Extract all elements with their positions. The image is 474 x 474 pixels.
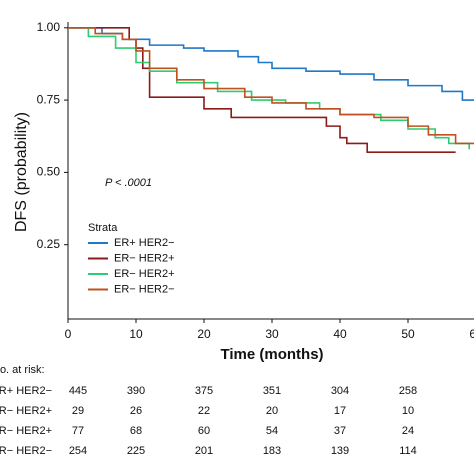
- legend-label: ER+ HER2−: [114, 237, 175, 249]
- risk-count: 20: [266, 405, 278, 417]
- risk-row-label: ER− HER2+: [0, 425, 52, 437]
- risk-count: 22: [198, 405, 210, 417]
- risk-count: 26: [130, 405, 142, 417]
- y-tick-label: 0.75: [37, 92, 61, 106]
- risk-count: 390: [127, 385, 145, 397]
- annotation: P < .0001: [105, 177, 152, 189]
- risk-count: 54: [266, 425, 278, 437]
- y-axis-label: DFS (probability): [13, 112, 30, 232]
- x-tick-label: 40: [333, 327, 347, 341]
- risk-count: 37: [334, 425, 346, 437]
- risk-title: No. at risk:: [0, 364, 45, 376]
- x-tick-label: 10: [129, 327, 143, 341]
- risk-count: 225: [127, 445, 145, 457]
- risk-count: 77: [72, 425, 84, 437]
- x-tick-label: 30: [265, 327, 279, 341]
- risk-count: 17: [334, 405, 346, 417]
- risk-count: 258: [399, 385, 417, 397]
- risk-count: 445: [69, 385, 87, 397]
- survival-curve: [68, 26, 456, 153]
- risk-count: 183: [263, 445, 281, 457]
- x-tick-label: 20: [197, 327, 211, 341]
- risk-count: 304: [331, 385, 349, 397]
- risk-count: 351: [263, 385, 281, 397]
- survival-curve: [68, 26, 470, 150]
- risk-count: 68: [130, 425, 142, 437]
- risk-count: 375: [195, 385, 213, 397]
- risk-row-label: ER+ HER2−: [0, 385, 52, 397]
- survival-curve: [68, 26, 474, 101]
- risk-count: 60: [198, 425, 210, 437]
- legend-label: ER− HER2+: [114, 252, 175, 264]
- x-tick-label: 60: [469, 327, 474, 341]
- survival-curve: [68, 26, 474, 145]
- y-tick-label: 0.25: [37, 237, 61, 251]
- risk-row-label: ER− HER2+: [0, 405, 52, 417]
- x-tick-label: 0: [65, 327, 72, 341]
- risk-count: 29: [72, 405, 84, 417]
- risk-row-label: ER− HER2−: [0, 445, 52, 457]
- risk-count: 10: [402, 405, 414, 417]
- y-tick-label: 1.00: [37, 20, 61, 34]
- risk-count: 24: [402, 425, 414, 437]
- x-tick-label: 50: [401, 327, 415, 341]
- risk-count: 114: [399, 445, 417, 457]
- risk-count: 139: [331, 445, 349, 457]
- y-tick-label: 0.50: [37, 165, 61, 179]
- risk-count: 201: [195, 445, 213, 457]
- legend-label: ER− HER2+: [114, 268, 175, 280]
- legend-title: Strata: [88, 222, 118, 234]
- x-axis-label: Time (months): [220, 346, 323, 363]
- risk-count: 254: [69, 445, 87, 457]
- legend-label: ER− HER2−: [114, 283, 175, 295]
